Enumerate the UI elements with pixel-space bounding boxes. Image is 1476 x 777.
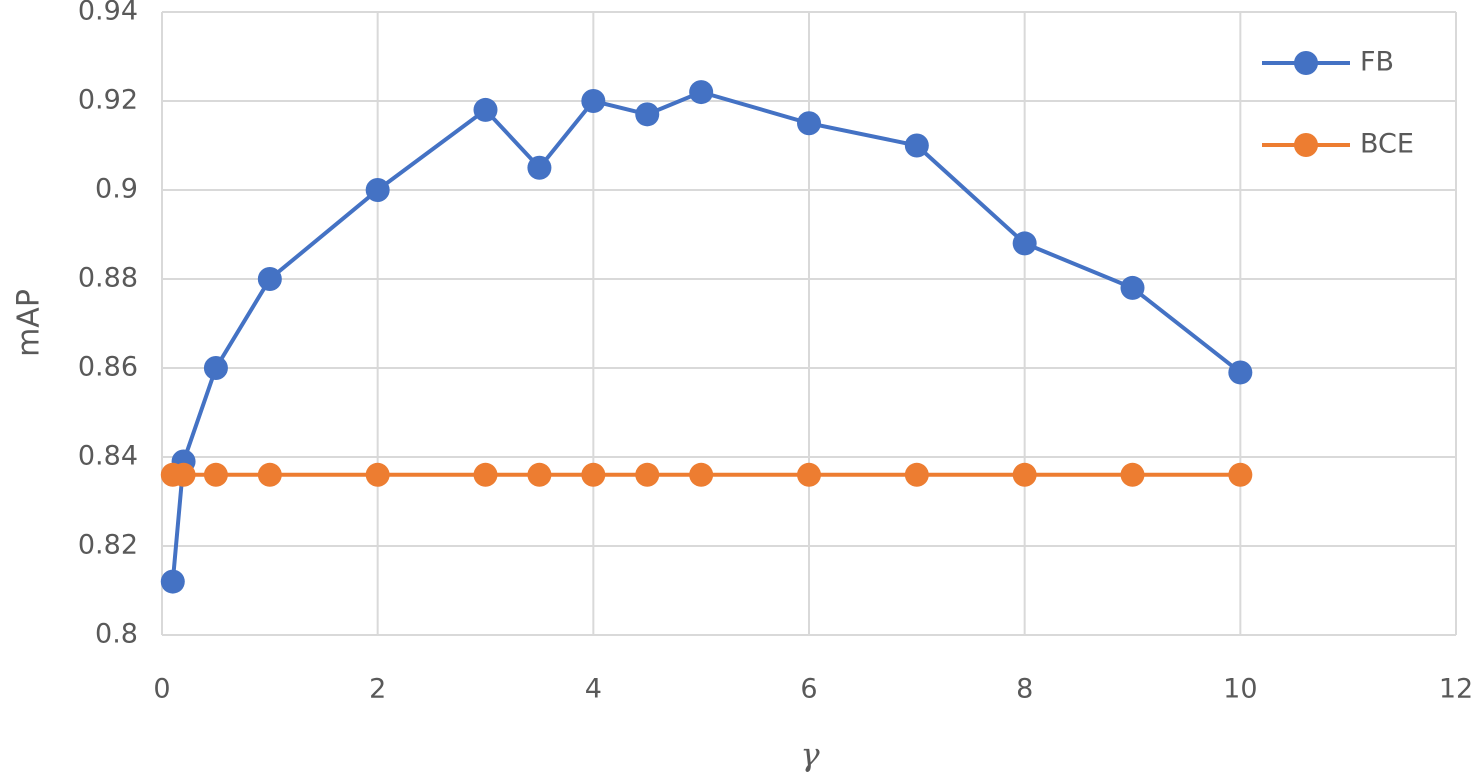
y-tick-label: 0.92 (78, 85, 138, 116)
x-axis-label: γ (800, 736, 820, 774)
point (635, 462, 660, 487)
y-tick-label: 0.9 (95, 174, 138, 205)
point (797, 462, 821, 487)
point (1228, 360, 1253, 385)
point (527, 155, 552, 180)
point (1228, 462, 1253, 487)
point (365, 462, 390, 487)
legend-label: FB (1360, 47, 1394, 78)
point (689, 462, 714, 487)
y-axis-label: mAP (12, 289, 47, 357)
point (635, 102, 660, 127)
point (257, 462, 282, 487)
legend-label: BCE (1360, 129, 1414, 160)
point (160, 569, 185, 594)
point (581, 462, 606, 487)
legend-marker (1294, 51, 1318, 75)
x-tick-label: 4 (585, 674, 602, 705)
y-tick-label: 0.84 (78, 441, 138, 472)
y-tick-label: 0.88 (78, 263, 138, 294)
point (904, 133, 929, 158)
point (1120, 275, 1145, 300)
point (257, 267, 282, 291)
y-tick-label: 0.8 (95, 619, 138, 650)
x-tick-label: 12 (1439, 674, 1473, 705)
x-tick-label: 8 (1016, 674, 1033, 705)
point (1012, 231, 1037, 256)
point (203, 356, 228, 380)
point (171, 462, 196, 487)
x-tick-label: 2 (369, 674, 386, 705)
y-tick-label: 0.86 (78, 352, 138, 383)
x-tick-label: 6 (800, 674, 817, 705)
x-tick-label: 0 (153, 674, 170, 705)
x-tick-label: 10 (1223, 674, 1257, 705)
point (581, 89, 606, 113)
point (527, 462, 552, 487)
point (473, 462, 498, 487)
point (1012, 462, 1037, 487)
y-tick-label: 0.82 (78, 530, 138, 561)
point (203, 462, 228, 487)
point (1120, 462, 1145, 487)
point (904, 462, 929, 487)
point (689, 80, 714, 105)
y-tick-label: 0.94 (78, 0, 138, 27)
point (473, 97, 498, 122)
series-line (170, 89, 1242, 582)
point (797, 111, 821, 136)
legend-marker (1294, 133, 1318, 157)
point (365, 178, 390, 202)
